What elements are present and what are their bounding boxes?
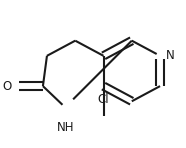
Text: NH: NH xyxy=(56,122,74,135)
Text: Cl: Cl xyxy=(98,93,109,106)
Text: N: N xyxy=(166,49,175,62)
Text: O: O xyxy=(2,80,12,93)
